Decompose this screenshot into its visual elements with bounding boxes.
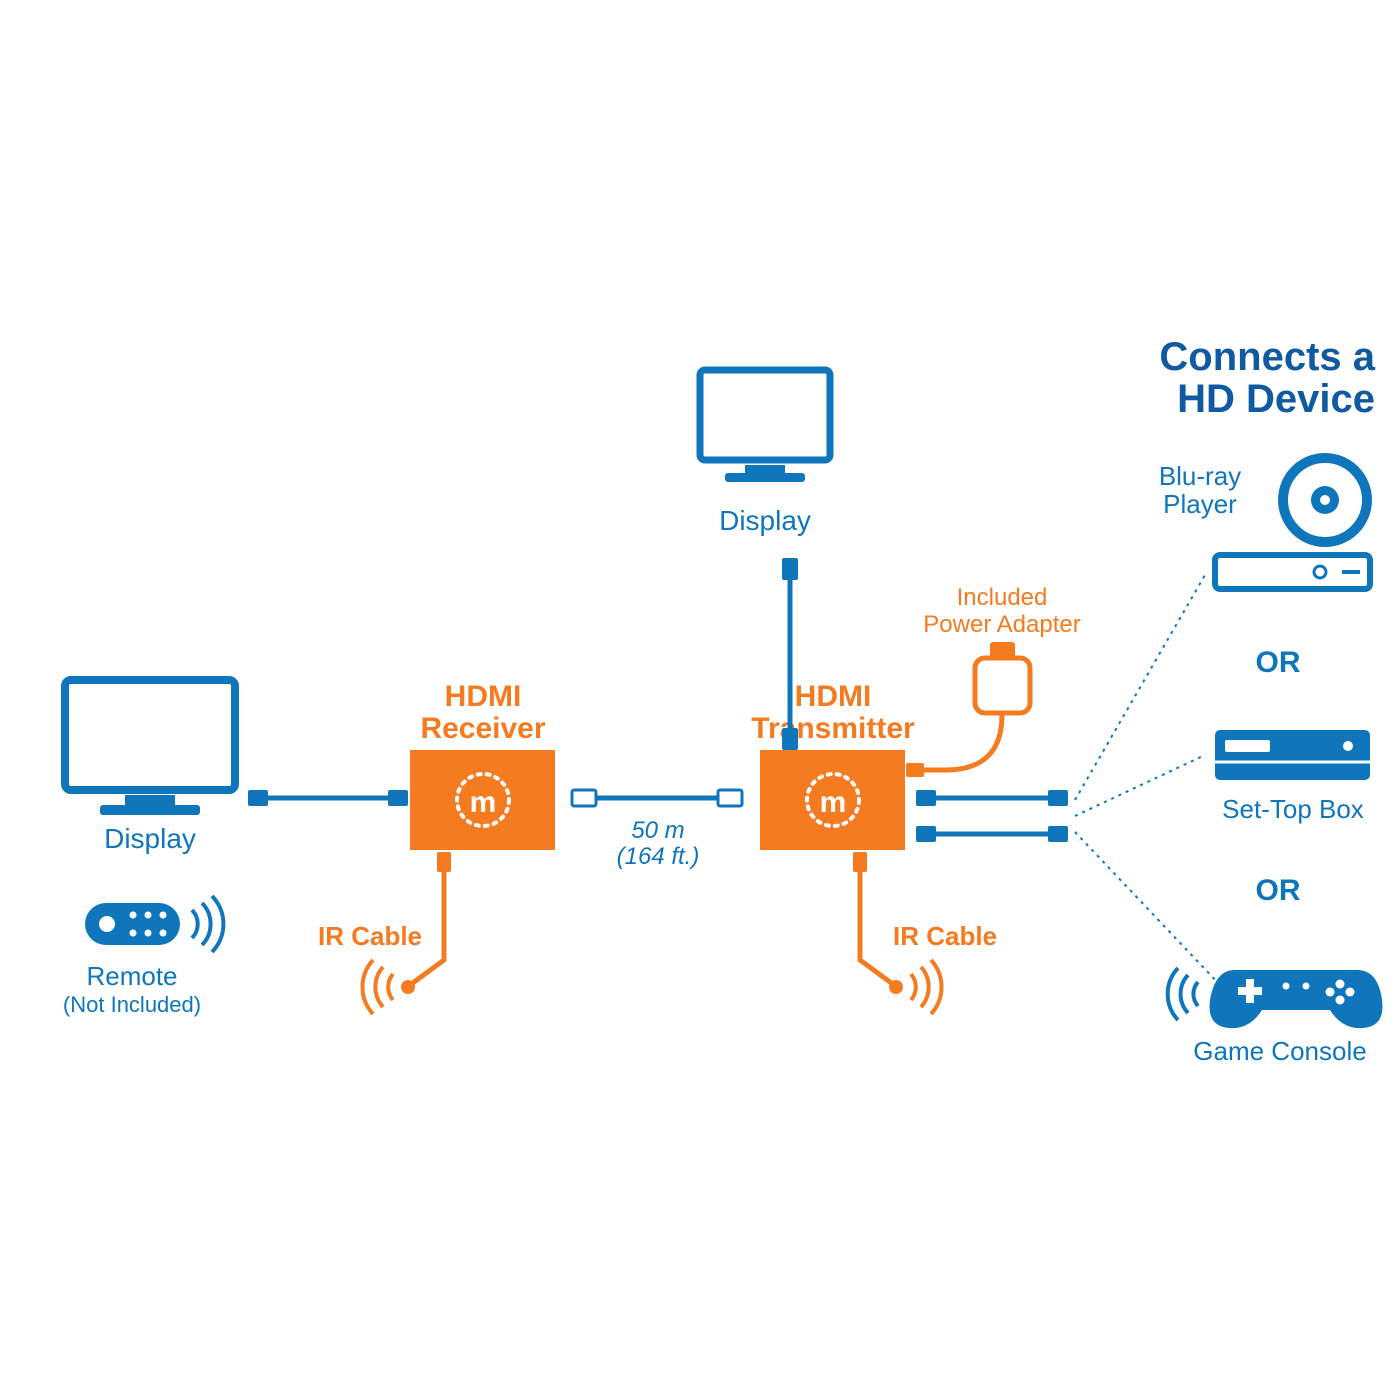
remote-label-line1: Remote	[86, 961, 177, 991]
power-label-line1: Included	[957, 584, 1048, 611]
console-label: Game Console	[1193, 1036, 1366, 1066]
title-line2: HD Device	[1177, 377, 1375, 421]
hdmi-transmitter-icon: m	[760, 750, 905, 850]
or-label-2: OR	[1256, 874, 1301, 907]
title-line1: Connects a	[1159, 335, 1375, 379]
connection-diagram: Connects a HD Device Display Remote (Not…	[0, 0, 1400, 1400]
hdmi-receiver-icon: m	[410, 750, 555, 850]
distance-label-line1: 50 m	[631, 817, 684, 844]
diagram-background	[0, 0, 1400, 1400]
receiver-label-line2: Receiver	[420, 712, 545, 745]
m-glyph-transmitter: m	[820, 786, 847, 819]
power-label-line2: Power Adapter	[923, 611, 1080, 638]
remote-label-line2: (Not Included)	[63, 992, 201, 1017]
ir-cable-right-label: IR Cable	[893, 921, 997, 951]
display-left-label: Display	[104, 823, 196, 854]
or-label-1: OR	[1256, 646, 1301, 679]
receiver-label-line1: HDMI	[445, 680, 522, 713]
settop-label: Set-Top Box	[1222, 794, 1364, 824]
m-glyph-receiver: m	[470, 786, 497, 819]
bluray-label-line2: Player	[1163, 489, 1237, 519]
ir-cable-left-label: IR Cable	[318, 921, 422, 951]
distance-label-line2: (164 ft.)	[617, 843, 700, 870]
bluray-label-line1: Blu-ray	[1159, 461, 1241, 491]
settop-box-icon	[1215, 730, 1370, 780]
transmitter-label-line1: HDMI	[795, 680, 872, 713]
display-top-label: Display	[719, 505, 811, 536]
title-connects-hd-device: Connects a HD Device	[1159, 335, 1375, 421]
transmitter-label-line2: Transmitter	[751, 712, 915, 745]
